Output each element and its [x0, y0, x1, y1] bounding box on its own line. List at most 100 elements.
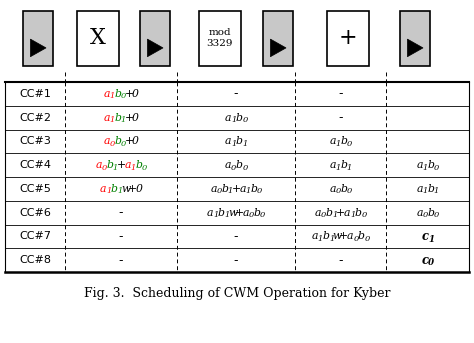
Text: 1: 1: [109, 92, 115, 100]
Text: b: b: [114, 113, 121, 123]
Bar: [199, 11, 241, 66]
Text: -: -: [234, 87, 238, 100]
Text: 0: 0: [347, 140, 352, 148]
Text: a: a: [124, 160, 131, 170]
Text: a: a: [344, 208, 350, 217]
Text: a: a: [315, 208, 321, 217]
Text: CC#5: CC#5: [19, 184, 51, 194]
Bar: [263, 11, 293, 66]
Text: b: b: [427, 208, 434, 217]
Text: -: -: [119, 206, 123, 219]
Text: a: a: [210, 184, 217, 194]
Text: b: b: [114, 89, 121, 99]
Polygon shape: [30, 39, 46, 57]
Text: 1: 1: [336, 164, 341, 172]
Text: 0: 0: [321, 211, 326, 219]
Text: a: a: [311, 232, 318, 241]
Polygon shape: [271, 39, 286, 57]
Text: b: b: [427, 184, 434, 194]
Text: a: a: [416, 160, 423, 170]
Text: a: a: [100, 184, 107, 194]
Text: -: -: [338, 253, 343, 267]
Text: 1: 1: [118, 187, 123, 196]
Text: b: b: [340, 184, 347, 194]
Text: 0: 0: [109, 140, 115, 148]
Text: 1: 1: [225, 211, 230, 219]
Text: 0: 0: [121, 92, 126, 100]
Text: +: +: [117, 160, 126, 170]
Text: 1: 1: [231, 140, 236, 148]
Text: 1: 1: [228, 187, 233, 196]
Text: 0: 0: [121, 140, 126, 148]
Text: b: b: [340, 160, 347, 170]
Text: CC#6: CC#6: [19, 208, 51, 217]
Text: 1: 1: [318, 235, 323, 243]
Text: 0: 0: [428, 258, 434, 268]
Bar: [77, 11, 119, 66]
Text: 0: 0: [142, 164, 147, 172]
Text: b: b: [135, 160, 142, 170]
Text: a: a: [103, 137, 110, 146]
Polygon shape: [147, 39, 163, 57]
Text: b: b: [427, 160, 434, 170]
Text: 0: 0: [336, 187, 341, 196]
Text: 1: 1: [332, 211, 337, 219]
Text: b: b: [358, 232, 365, 241]
Text: c: c: [421, 230, 428, 243]
Text: a: a: [225, 113, 231, 123]
Text: 1: 1: [213, 211, 219, 219]
Text: a: a: [329, 184, 336, 194]
Text: a: a: [239, 184, 246, 194]
Text: 1: 1: [121, 116, 126, 124]
Text: a: a: [103, 89, 110, 99]
Text: mod
3329: mod 3329: [207, 28, 233, 48]
Text: CC#2: CC#2: [19, 113, 51, 123]
Text: a: a: [329, 160, 336, 170]
Text: CC#8: CC#8: [19, 255, 51, 265]
Text: 0: 0: [260, 211, 265, 219]
Text: +: +: [339, 27, 357, 49]
Text: +: +: [125, 113, 134, 123]
Text: 1: 1: [246, 187, 251, 196]
Text: -: -: [234, 230, 238, 243]
Text: +: +: [235, 208, 244, 217]
Text: +: +: [231, 184, 241, 194]
Text: CC#7: CC#7: [19, 232, 51, 241]
Text: -: -: [119, 253, 123, 267]
Text: a: a: [95, 160, 102, 170]
Bar: [23, 11, 53, 66]
Text: 1: 1: [434, 187, 439, 196]
Text: b: b: [236, 160, 243, 170]
Text: X: X: [90, 27, 106, 49]
Text: b: b: [218, 208, 225, 217]
Text: w: w: [121, 184, 130, 194]
Text: 1: 1: [242, 140, 247, 148]
Text: 0: 0: [434, 164, 439, 172]
Text: CC#1: CC#1: [19, 89, 51, 99]
Text: 1: 1: [347, 164, 352, 172]
Bar: [400, 11, 430, 66]
Text: 0: 0: [242, 116, 247, 124]
Text: +: +: [336, 208, 345, 217]
Text: 0: 0: [257, 187, 262, 196]
Text: 1: 1: [350, 211, 355, 219]
Bar: [140, 11, 170, 66]
Text: b: b: [326, 208, 333, 217]
Text: b: b: [236, 113, 243, 123]
Text: 0: 0: [132, 137, 139, 146]
Text: -: -: [338, 87, 343, 100]
Text: b: b: [111, 184, 118, 194]
Text: b: b: [236, 137, 243, 146]
Text: b: b: [221, 184, 228, 194]
Text: -: -: [119, 230, 123, 243]
Text: b: b: [106, 160, 113, 170]
Text: +: +: [339, 232, 348, 241]
Text: w: w: [228, 208, 237, 217]
Text: a: a: [225, 137, 231, 146]
Text: 0: 0: [422, 211, 428, 219]
Text: 0: 0: [361, 211, 366, 219]
Text: +: +: [125, 89, 134, 99]
Text: c: c: [421, 253, 428, 267]
Text: 0: 0: [217, 187, 222, 196]
Text: b: b: [254, 208, 261, 217]
